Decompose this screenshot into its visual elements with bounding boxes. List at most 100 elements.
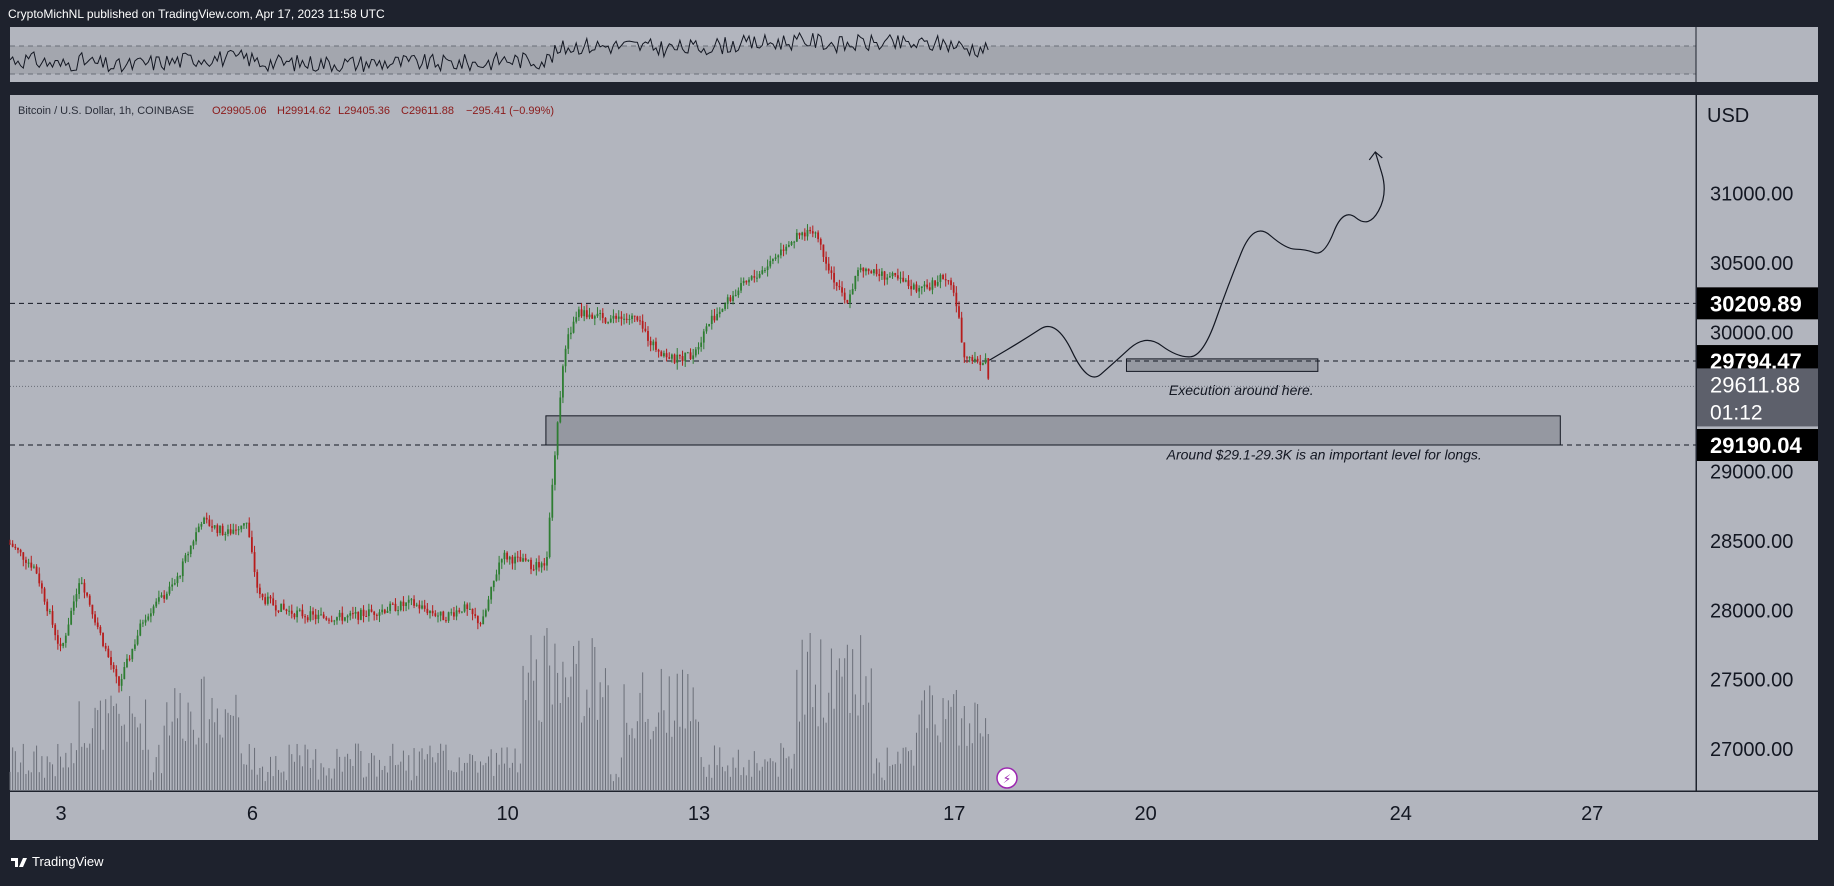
candle-body (766, 266, 769, 271)
candle-body (453, 612, 455, 617)
candle-body (487, 599, 490, 611)
candle-body (237, 529, 240, 531)
candle-body (779, 249, 782, 256)
candle-body (867, 268, 870, 272)
event-marker-icon[interactable]: ⚡ (996, 767, 1018, 789)
candle-body (678, 354, 681, 357)
legend-open: O29905.06 (212, 105, 266, 117)
candle-body (139, 623, 142, 636)
candle-body (423, 605, 426, 609)
candle-body (290, 610, 293, 614)
projection-line[interactable] (988, 151, 1385, 378)
candles (9, 224, 990, 693)
candle-body (647, 330, 649, 341)
candle-body (849, 294, 851, 303)
candle-body (333, 620, 336, 622)
candle-body (213, 525, 216, 528)
candle-body (43, 588, 46, 602)
candle-body (663, 353, 665, 357)
candle-body (546, 557, 548, 566)
candle-body (14, 546, 17, 548)
level-price-label: 30209.89 (1710, 291, 1802, 316)
candle-body (543, 563, 546, 566)
candle-body (702, 331, 705, 343)
candle-body (445, 620, 447, 622)
candle-body (657, 349, 660, 352)
candle-body (187, 553, 190, 556)
price-tick-label: 29000.00 (1710, 461, 1793, 483)
candle-body (875, 269, 878, 275)
candle-body (476, 615, 479, 624)
price-ticks: 31000.00 30500.00 30000.00 29000.00 28500.00… (1710, 184, 1793, 762)
support-zone (1125, 358, 1319, 372)
candle-body (253, 552, 256, 573)
candle-body (397, 610, 400, 612)
candle-body (224, 533, 227, 536)
candle-body (692, 355, 695, 359)
candle-body (46, 601, 49, 612)
candle-body (165, 593, 168, 599)
candle-body (131, 648, 134, 660)
legend-close: C29611.88 (401, 105, 454, 117)
time-ticks: 3 6 10 13 17 20 24 27 (55, 803, 1603, 825)
candle-body (54, 624, 57, 636)
zones (545, 358, 1561, 446)
candle-body (508, 556, 511, 560)
candle-body (588, 314, 591, 318)
candle-body (817, 232, 820, 240)
candle-body (70, 610, 73, 625)
candle-body (197, 526, 200, 533)
candle-body (686, 352, 689, 354)
candle-body (912, 284, 915, 290)
projection-drawing[interactable] (988, 151, 1385, 378)
candle-body (134, 644, 136, 649)
candle-body (676, 354, 679, 363)
candle-body (107, 648, 110, 658)
candle-body (160, 595, 163, 598)
candle-body (102, 632, 104, 646)
candle-body (17, 547, 19, 550)
price-tick-label: 30000.00 (1710, 323, 1793, 345)
candle-body (418, 604, 421, 609)
candle-body (801, 232, 804, 236)
candle-body (944, 279, 947, 281)
footer-brand: TradingView (32, 854, 104, 869)
candle-body (399, 601, 402, 611)
volume-bars (9, 627, 989, 790)
candle-body (934, 280, 936, 286)
candle-body (769, 261, 772, 267)
candle-body (96, 622, 99, 627)
candle-body (94, 614, 96, 623)
time-scale[interactable] (10, 792, 1818, 840)
time-tick-label: 20 (1134, 803, 1156, 825)
candle-body (301, 609, 304, 617)
candle-body (200, 524, 203, 527)
candle-body (979, 361, 982, 365)
level-price-label: 29190.04 (1710, 433, 1803, 458)
candle-body (726, 297, 729, 305)
indicator-line (9, 31, 989, 73)
candle-body (482, 616, 485, 625)
candle-body (620, 316, 623, 319)
price-tick-label: 31000.00 (1710, 184, 1793, 206)
candle-body (439, 611, 442, 616)
candle-body (785, 246, 788, 251)
price-tick-label: 28500.00 (1710, 531, 1793, 553)
candle-body (729, 297, 732, 302)
candle-body (777, 255, 780, 258)
candle-body (173, 583, 176, 585)
annotation-text: Around $29.1-29.3K is an important level… (1166, 447, 1482, 463)
candle-body (899, 277, 902, 279)
price-tick-label: 27500.00 (1710, 670, 1793, 692)
candle-body (960, 317, 963, 343)
candle-body (64, 635, 67, 643)
candle-body (540, 563, 543, 568)
candle-body (569, 332, 572, 335)
candle-body (891, 273, 894, 277)
candle-body (878, 274, 881, 276)
chart[interactable]: Execution around here. Around $29.1-29.3K… (0, 0, 1834, 848)
svg-text:⚡: ⚡ (1003, 772, 1011, 786)
candle-body (554, 455, 556, 485)
candle-body (601, 313, 604, 318)
candle-body (633, 315, 636, 317)
